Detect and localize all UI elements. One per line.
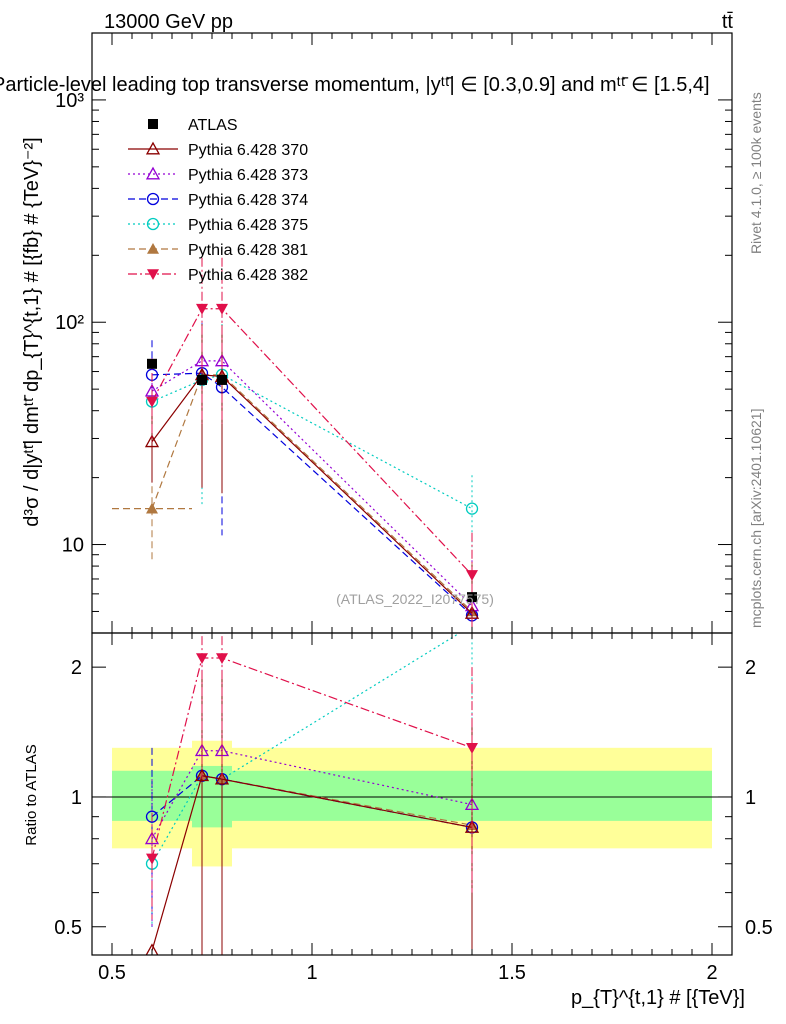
main-line-p373 [151,360,473,607]
ratio-point-p370-1 [194,768,210,782]
plot-title: Particle-level leading top transverse mo… [0,74,710,96]
legend-item-p375: Pythia 6.428 375 [128,217,308,234]
ratio-series-p381 [196,674,478,955]
legend-item-p374: Pythia 6.428 374 [128,192,308,209]
ratio-point-p374-0 [145,810,159,823]
main-point-p382-3 [466,570,478,581]
main-line-p382 [151,308,473,576]
ratio-point-p370-2 [214,771,230,785]
main-point-atlas-3 [467,592,477,603]
ytick-label-ratio-1: 1 [71,787,82,809]
ratio-point-p382-2 [216,653,228,665]
main-line-p375 [151,374,473,510]
legend-item-p381: Pythia 6.428 381 [128,242,308,259]
xtick-label-1.5: 1.5 [498,962,526,984]
ytick-label-ratio-2: 2 [71,657,82,679]
main-series-p375 [145,324,479,561]
legend-label-p373: Pythia 6.428 373 [188,167,308,184]
xlabel: p_{T}^{t,1} # [{TeV}] [571,987,745,1009]
main-point-p375-3 [465,502,479,515]
main-panel-series [112,257,480,633]
main-series-p370 [144,324,480,633]
main-line-p374 [151,372,473,616]
main-series-p382 [146,257,478,633]
legend-marker-atlas [148,119,158,129]
ratio-point-p382-0 [146,853,158,865]
legend-marker-p375 [146,217,160,231]
ratio-ylabel: Ratio to ATLAS [23,744,40,845]
ratio-line-p370 [151,775,473,951]
ratio-point-p370-0 [145,943,159,955]
legend-label-p370: Pythia 6.428 370 [188,142,308,159]
legend-item-atlas: ATLAS [148,117,238,134]
main-point-p382-0 [146,396,158,408]
main-point-p370-0 [144,434,160,448]
ratio-uncertainty-bands [92,740,732,867]
main-point-atlas-0 [147,358,157,369]
legend-label-p375: Pythia 6.428 375 [188,217,308,234]
main-series-p381 [112,324,478,633]
ytick-label-ratio-r-1: 1 [745,787,756,809]
legend-label-p381: Pythia 6.428 381 [188,242,308,259]
main-point-atlas-1 [197,374,207,385]
ytick-label-main-1000: 10³ [55,90,84,112]
main-point-atlas-2 [217,374,227,385]
legend-label-p382: Pythia 6.428 382 [188,267,308,284]
rivet-label: Rivet 4.1.0, ≥ 100k events [748,92,764,254]
xtick-label-0.5: 0.5 [98,962,126,984]
ytick-label-ratio-r-0.5: 0.5 [745,917,773,939]
process-label: tt̄ [722,11,734,33]
mcplots-label: mcplots.cern.ch [arXiv:2401.10621] [748,409,764,628]
ratio-point-p382-1 [196,653,208,665]
main-point-p381-0 [146,502,158,514]
legend-label-atlas: ATLAS [188,117,238,134]
legend-marker-p370 [145,141,161,155]
ratio-series-p382 [146,633,478,920]
ratio-point-p382-3 [466,743,478,754]
xtick-label-1: 1 [306,962,317,984]
ytick-label-ratio-0.5: 0.5 [54,917,82,939]
main-point-p382-1 [196,303,208,315]
legend-marker-p373 [145,166,161,180]
legend-item-p382: Pythia 6.428 382 [128,267,308,284]
legend-item-p373: Pythia 6.428 373 [128,166,308,184]
ratio-line-p373 [151,750,473,840]
main-line-p381 [151,374,473,612]
main-point-p382-2 [216,303,228,315]
legend: ATLAS Pythia 6.428 370 Pythia 6.428 373 Pyt… [128,117,308,284]
ytick-label-main-10: 10 [62,535,84,557]
ratio-line-p382 [151,657,473,859]
legend-marker-p382 [147,269,159,280]
xtick-label-2: 2 [706,962,717,984]
legend-label-p374: Pythia 6.428 374 [188,192,308,209]
main-line-p370 [151,374,473,614]
legend-marker-p374 [146,192,160,206]
ytick-label-main-100: 10² [55,312,84,334]
legend-item-p370: Pythia 6.428 370 [128,141,308,159]
energy-label: 13000 GeV pp [104,11,233,33]
legend-marker-p381 [147,243,159,254]
main-series-atlas [147,358,477,603]
main-ylabel: d³σ / d|yᵗᵗ̄| dmᵗᵗ̄ dp_{T}^{t,1} # [{fb}… [21,137,43,526]
analysis-watermark: (ATLAS_2022_I2077575) [336,591,494,607]
ytick-label-ratio-r-2: 2 [745,657,756,679]
axis-ticks: 0.5 1 1.5 2 10 10² 10³ 0.5 0.5 1 1 2 2 [54,32,773,984]
